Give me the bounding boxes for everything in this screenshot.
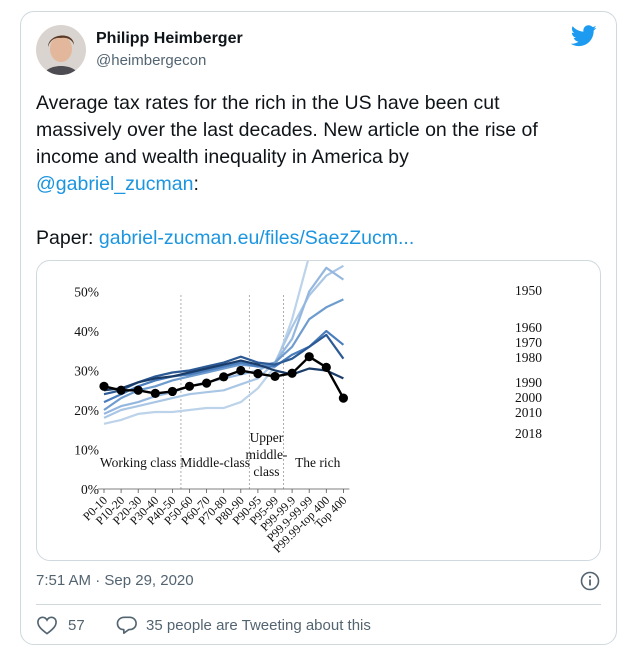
series-marker-2018 — [287, 368, 297, 378]
chart-grid — [180, 295, 284, 489]
group-label-line: class — [253, 464, 279, 479]
group-label-line: Upper — [250, 430, 284, 445]
mention-suffix: : — [193, 173, 199, 195]
series-marker-2018 — [184, 381, 195, 391]
tweet-text-line: Average tax rates for the rich in the US… — [36, 92, 500, 114]
tweeting-count[interactable]: 35 people are Tweeting about this — [146, 617, 371, 634]
tweet-timestamp[interactable]: 7:51 AM · Sep 29, 2020 — [36, 572, 194, 589]
series-marker-2018 — [116, 385, 126, 395]
series-label: 1970 — [515, 335, 542, 350]
series-label: 2018 — [515, 426, 542, 441]
series-marker-2018 — [99, 381, 109, 391]
tweet-text-line: income and wealth inequality in America … — [36, 146, 409, 168]
tweet-text-line: massively over the last decades. New art… — [36, 119, 538, 141]
paper-label: Paper: — [36, 227, 99, 249]
y-tick-label: 10% — [74, 443, 99, 458]
series-marker-2018 — [321, 362, 331, 372]
mention-link[interactable]: @gabriel_zucman — [36, 173, 194, 195]
series-line-1960 — [103, 264, 344, 419]
blank-line — [36, 198, 592, 225]
series-marker-2018 — [219, 372, 229, 382]
series-marker-2018 — [236, 365, 246, 376]
series-line-2010 — [103, 359, 344, 392]
series-label: 1990 — [515, 375, 542, 390]
group-label: Working class — [100, 455, 177, 470]
y-tick-label: 50% — [74, 285, 99, 300]
author-handle[interactable]: @heimbergecon — [96, 52, 207, 69]
y-tick-label: 40% — [74, 324, 99, 339]
author-name[interactable]: Philipp Heimberger — [96, 30, 243, 47]
y-axis: 0%10%20%30%40%50%60%70% — [74, 285, 99, 498]
group-label-line: middle- — [245, 447, 287, 462]
avatar-image — [36, 25, 86, 75]
chart-series — [99, 261, 348, 425]
series-marker-2018 — [253, 369, 263, 379]
series-label: 1950 — [515, 283, 542, 298]
series-marker-2018 — [133, 385, 143, 395]
series-line-1980 — [103, 298, 344, 411]
info-icon[interactable] — [580, 571, 600, 591]
group-label: Middle-class — [180, 455, 250, 470]
series-marker-2018 — [167, 386, 177, 397]
y-tick-label: 20% — [74, 403, 99, 418]
divider — [36, 604, 601, 605]
series-label: 2010 — [515, 405, 542, 420]
series-marker-2018 — [270, 371, 280, 382]
series-label: 2000 — [515, 390, 542, 405]
mention-line: @gabriel_zucman: — [36, 171, 592, 198]
series-marker-2018 — [202, 378, 212, 388]
tweet-text: Average tax rates for the rich in the US… — [36, 90, 592, 252]
like-count[interactable]: 57 — [68, 617, 85, 634]
series-label: 1980 — [515, 350, 542, 365]
series-marker-2018 — [150, 388, 160, 399]
paper-link[interactable]: gabriel-zucman.eu/files/SaezZucm... — [98, 227, 415, 249]
group-label: The rich — [295, 455, 341, 470]
twitter-bird-icon[interactable] — [571, 25, 597, 47]
heart-icon[interactable] — [36, 615, 58, 635]
series-line-1950 — [103, 261, 309, 425]
paper-line: Paper: gabriel-zucman.eu/files/SaezZucm.… — [36, 225, 592, 252]
reply-icon[interactable] — [116, 615, 138, 635]
series-marker-2018 — [338, 393, 348, 403]
series-label: 1960 — [515, 320, 542, 335]
chart-image[interactable]: 0%10%20%30%40%50%60%70% P0-10P10-20P20-3… — [36, 260, 601, 561]
tax-rate-chart: 0%10%20%30%40%50%60%70% P0-10P10-20P20-3… — [74, 261, 542, 555]
y-tick-label: 30% — [74, 364, 99, 379]
x-axis: P0-10P10-20P20-30P30-40P40-50P50-60P60-7… — [80, 488, 350, 555]
series-marker-2018 — [304, 352, 314, 362]
avatar[interactable] — [36, 25, 86, 75]
y-tick-label: 0% — [81, 482, 99, 497]
